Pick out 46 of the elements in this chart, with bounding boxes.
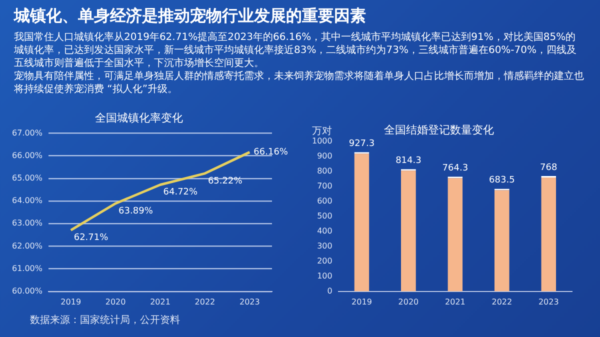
x-tick-label: 2022 <box>492 297 512 306</box>
y-tick-label: 60.00% <box>12 286 43 296</box>
data-label: 764.3 <box>442 163 468 174</box>
x-tick-label: 2023 <box>239 297 260 306</box>
data-label: 62.71% <box>74 233 109 243</box>
x-tick-label: 2020 <box>105 297 126 306</box>
y-tick-label: 900 <box>317 151 332 160</box>
y-tick-label: 62.00% <box>12 241 43 250</box>
y-tick-label: 600 <box>317 196 332 206</box>
y-tick-label: 200 <box>317 256 332 266</box>
text: 城镇化、单身经济是推动宠物行业发展的重要因素 <box>14 6 367 27</box>
y-tick-label: 64.00% <box>12 196 43 206</box>
x-tick-label: 2022 <box>194 297 216 306</box>
chart-title: 全国城镇化率变化 <box>95 111 183 124</box>
y-tick-label: 800 <box>317 166 332 176</box>
y-tick-label: 65.00% <box>12 173 43 182</box>
y-tick-label: 400 <box>317 226 332 236</box>
y-tick-label: 63.00% <box>12 218 43 228</box>
y-tick-label: 100 <box>317 271 332 280</box>
y-axis-title: 万对 <box>312 124 332 137</box>
data-label: 683.5 <box>489 176 515 186</box>
y-tick-label: 66.00% <box>12 150 43 160</box>
y-tick-label: 700 <box>317 181 332 190</box>
y-tick-label: 61.00% <box>12 264 43 273</box>
y-tick-label: 67.00% <box>12 128 43 138</box>
data-label: 814.3 <box>396 156 422 166</box>
text: 我国常住人口城镇化率从2019年62.71%提高至2023年的66.16%，其中一线城市平均城镇化率已达到91%，对比美国85%的城镇化率，已达到发达国家水平，新一线城市平均城镇化率接近83%，二线城市约为73%，三线城市普遍在60%-70%，四线及五线城市则普遍低于全国水平，下沉市场增长空间更大。 <box>14 31 578 70</box>
y-tick-label: 500 <box>317 211 332 220</box>
data-label: 65.22% <box>208 176 243 186</box>
data-label: 66.16% <box>254 148 288 158</box>
y-tick-label: 0 <box>327 286 332 296</box>
y-tick-label: 300 <box>317 241 332 250</box>
chart-title: 全国结婚登记数量变化 <box>384 123 494 136</box>
x-tick-label: 2020 <box>398 297 419 306</box>
x-tick-label: 2023 <box>538 297 559 306</box>
data-label: 64.72% <box>163 188 198 198</box>
x-tick-label: 2021 <box>150 297 170 306</box>
x-tick-label: 2021 <box>445 297 466 306</box>
x-tick-label: 2019 <box>60 297 82 306</box>
x-tick-label: 2019 <box>352 297 372 306</box>
data-label: 63.89% <box>118 206 154 216</box>
data-label: 768 <box>540 162 558 173</box>
data-label: 927.3 <box>348 138 375 149</box>
source-note: 数据来源：国家统计局，公开资料 <box>30 314 181 327</box>
y-tick-label: 1000 <box>312 136 332 146</box>
text: 宠物具有陪伴属性，可满足单身独居人群的情感寄托需求，未来饲养宠物需求将随着单身人口占比增长而增加，情感羁绊的建立也将持续促使养宠消费 “拟人化”升级。 <box>14 70 584 96</box>
